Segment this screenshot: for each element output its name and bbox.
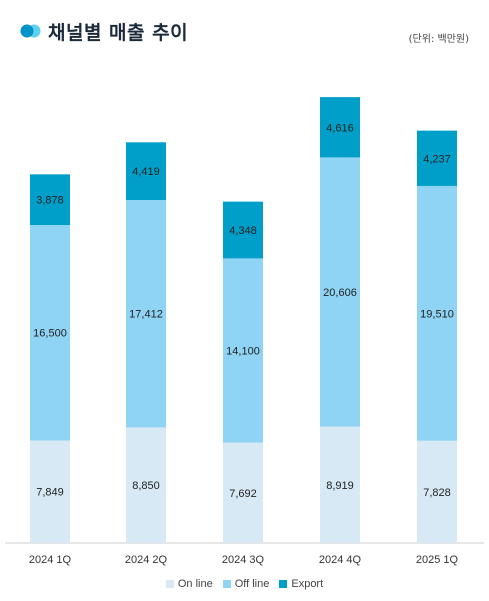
data-label-online: 7,692 <box>229 488 257 500</box>
legend-item-export: Export <box>279 578 323 590</box>
legend-label-export: Export <box>291 578 324 590</box>
bar-segment-offline <box>30 225 70 441</box>
data-label-online: 7,849 <box>36 487 64 499</box>
chart-title: 채널별 매출 추이 <box>48 22 189 44</box>
bar-segment-export <box>223 201 263 259</box>
legend: On line Off line Export <box>0 578 489 590</box>
overlapping-circles-icon <box>20 24 41 38</box>
bar-segment-offline <box>223 258 263 443</box>
legend-item-offline: Off line <box>222 578 270 590</box>
legend-label-online: On line <box>177 578 213 590</box>
data-label-export: 4,348 <box>229 225 257 237</box>
x-tick-label: 2024 4Q <box>319 554 362 566</box>
bar-segment-export <box>417 130 457 186</box>
data-label-online: 7,828 <box>423 487 451 499</box>
stacked-bar-chart: 7,849 16,500 3,878 2024 1Q 8,850 17,412 4,419 2… <box>5 97 484 566</box>
bar-segment-offline <box>320 157 360 427</box>
data-label-offline: 16,500 <box>33 328 67 340</box>
legend-swatch-export <box>279 580 288 588</box>
x-tick-label: 2025 1Q <box>416 554 459 566</box>
legend-item-online: On line <box>165 578 213 590</box>
bar-segment-offline <box>417 185 457 441</box>
bar-segment-online <box>320 426 360 543</box>
data-label-online: 8,850 <box>132 480 160 492</box>
data-label-offline: 19,510 <box>420 308 454 320</box>
x-tick-label: 2024 1Q <box>29 554 72 566</box>
bar-segment-export <box>126 142 166 201</box>
bar-segment-export <box>320 97 360 158</box>
data-label-export: 4,237 <box>423 153 451 165</box>
bar-segment-export <box>30 174 70 226</box>
x-tick-label: 2024 2Q <box>125 554 168 566</box>
data-label-offline: 17,412 <box>129 309 163 321</box>
data-label-offline: 20,606 <box>323 287 357 299</box>
unit-label: (단위: 백만원) <box>408 34 469 45</box>
x-tick-label: 2024 3Q <box>222 554 265 566</box>
bar-segment-online <box>126 427 166 543</box>
data-label-export: 4,419 <box>132 166 160 178</box>
legend-swatch-offline <box>222 580 231 588</box>
data-label-online: 8,919 <box>326 480 354 492</box>
bar-segment-online <box>30 440 70 543</box>
bar-segment-offline <box>126 200 166 428</box>
data-label-offline: 14,100 <box>226 345 260 357</box>
legend-swatch-online <box>165 580 174 588</box>
bar-segment-online <box>223 442 263 543</box>
data-label-export: 4,616 <box>326 122 354 134</box>
data-label-export: 3,878 <box>36 195 64 207</box>
legend-label-offline: Off line <box>234 578 270 590</box>
bar-segment-online <box>417 440 457 543</box>
